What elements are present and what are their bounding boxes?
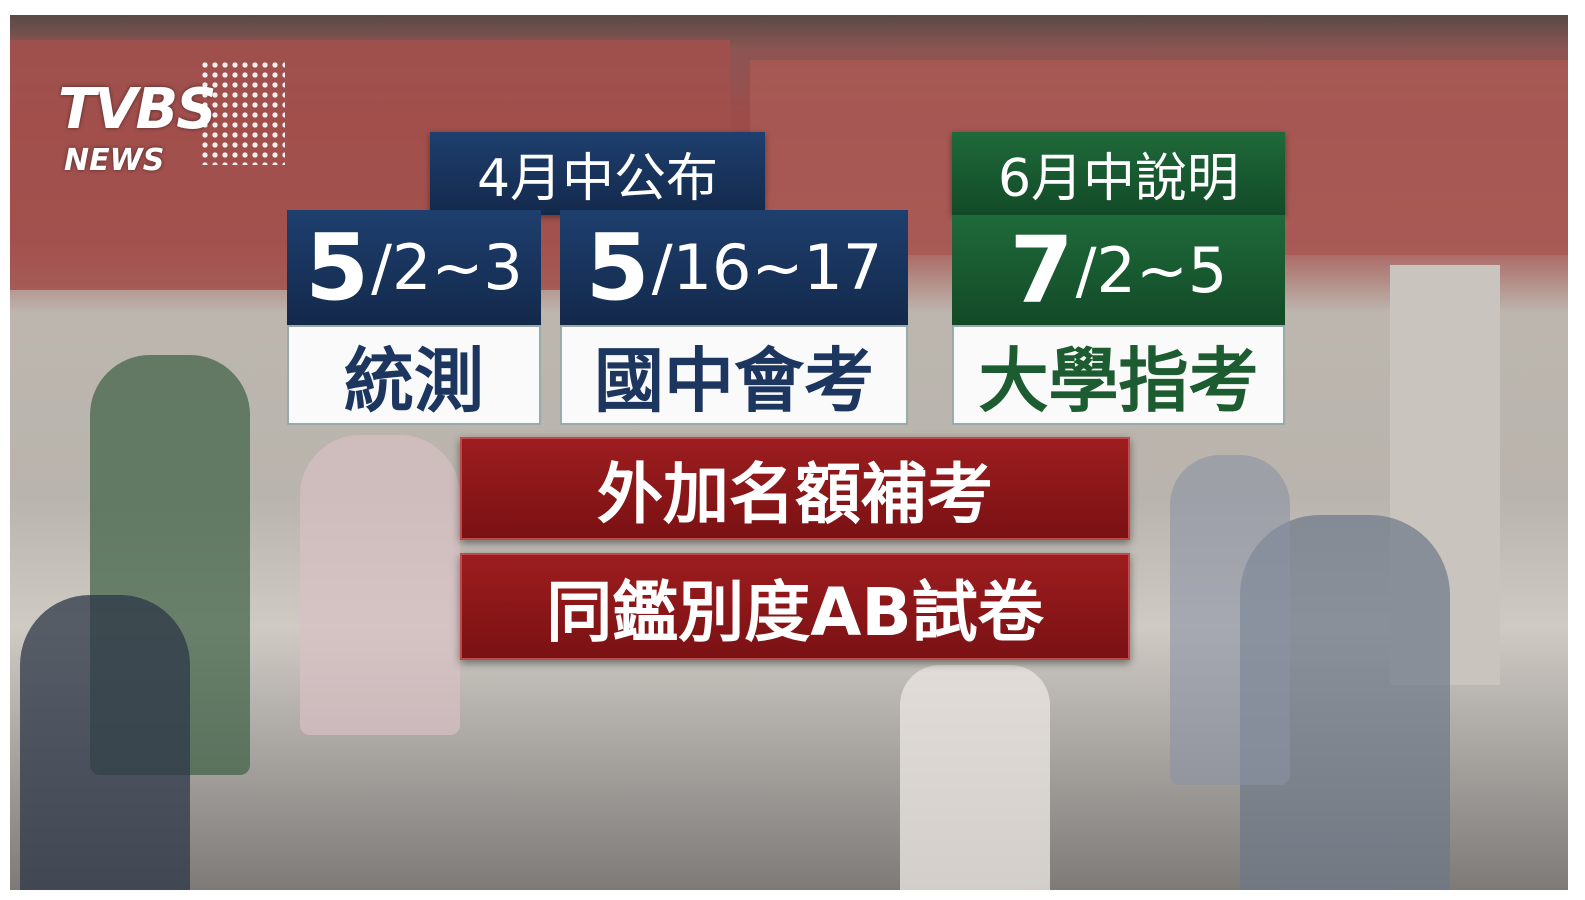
logo-sub: NEWS: [64, 143, 164, 178]
exam-month: 5: [586, 214, 650, 321]
period-header: 4月中公布: [430, 132, 765, 215]
note-bar: 外加名額補考: [460, 437, 1130, 540]
person-silhouette: [1170, 455, 1290, 785]
exam-days: /2~3: [371, 231, 523, 304]
exam-month: 7: [1010, 217, 1074, 324]
note-bar: 同鑑別度AB試卷: [460, 553, 1130, 660]
page: {"logo": {"brand": "TVBS", "sub": "NEWS"…: [0, 0, 1585, 900]
exam-name: 統測: [287, 325, 541, 425]
news-frame: TVBS NEWS 4月中公布 6月中說明 5/2~3 統測 5/16~17 國…: [10, 15, 1568, 890]
person-silhouette: [300, 435, 460, 735]
exam-days: /16~17: [652, 231, 883, 304]
exam-name: 大學指考: [952, 325, 1285, 425]
exam-date: 5/16~17: [560, 210, 908, 325]
person-silhouette: [20, 595, 190, 890]
logo-dots: [200, 60, 285, 165]
person-silhouette: [900, 665, 1050, 890]
logo-brand: TVBS: [58, 77, 215, 142]
exam-month: 5: [305, 214, 369, 321]
exam-date: 5/2~3: [287, 210, 541, 325]
exam-date: 7/2~5: [952, 215, 1285, 325]
exam-name: 國中會考: [560, 325, 908, 425]
exam-days: /2~5: [1076, 234, 1228, 307]
period-header: 6月中說明: [952, 132, 1285, 215]
